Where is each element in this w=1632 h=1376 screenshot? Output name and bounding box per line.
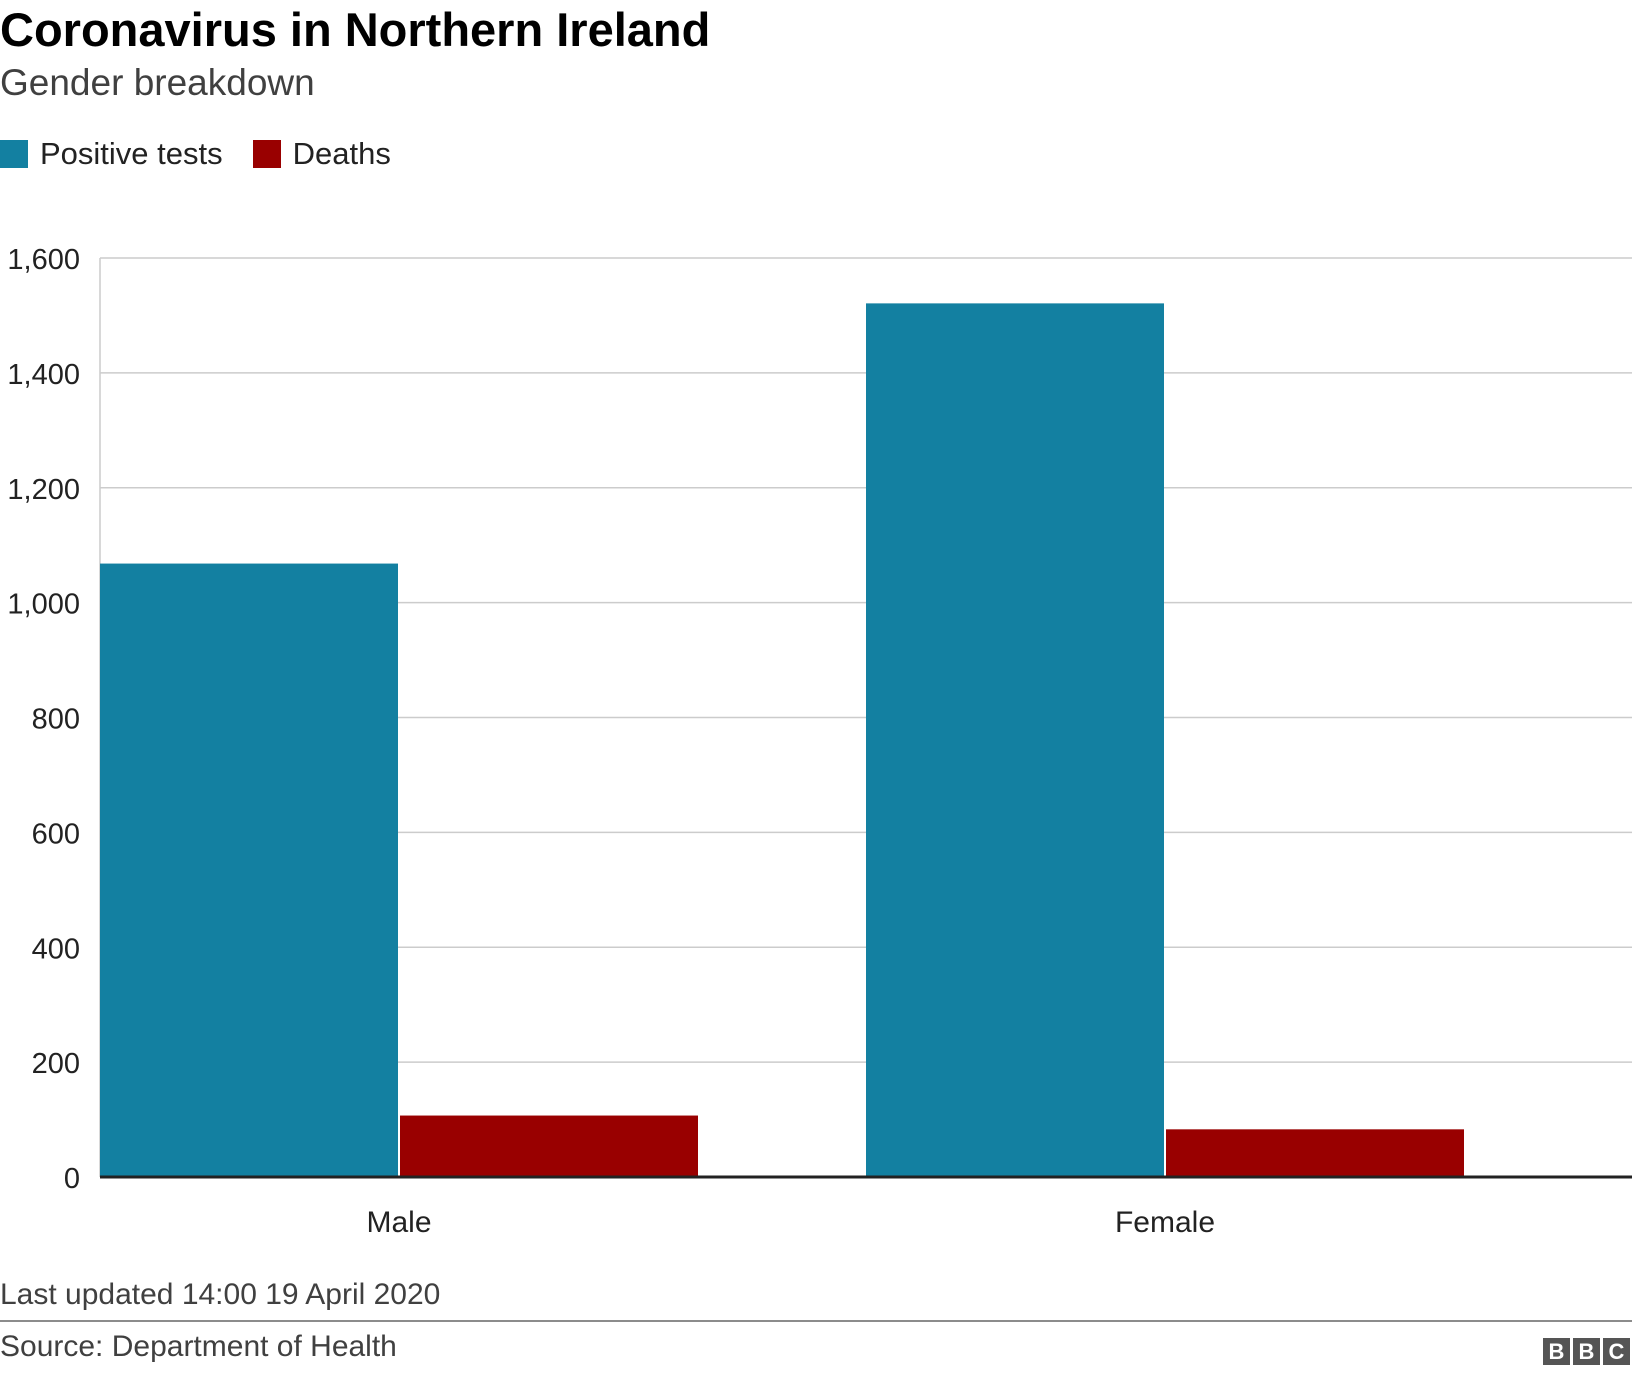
- source-text: Source: Department of Health: [0, 1330, 397, 1363]
- footer-divider: [0, 1320, 1632, 1322]
- x-tick-label: Female: [1115, 1206, 1215, 1239]
- legend-label-positive-tests: Positive tests: [40, 136, 223, 171]
- bar-deaths-male: [400, 1115, 698, 1177]
- y-tick-label: 800: [32, 704, 80, 736]
- bbc-logo-letter-1: B: [1543, 1338, 1570, 1365]
- chart-subtitle: Gender breakdown: [0, 62, 315, 103]
- legend-item-positive-tests: Positive tests: [0, 136, 223, 172]
- y-tick-label: 1,000: [7, 589, 80, 621]
- y-tick-label: 400: [32, 933, 80, 965]
- legend-label-deaths: Deaths: [292, 136, 391, 171]
- x-tick-label: Male: [366, 1206, 431, 1239]
- legend-item-deaths: Deaths: [252, 136, 391, 172]
- bbc-logo-letter-2: B: [1573, 1338, 1600, 1365]
- y-tick-label: 1,200: [7, 474, 80, 506]
- legend-swatch-positive-tests: [0, 140, 28, 168]
- y-tick-label: 600: [32, 818, 80, 850]
- y-tick-label: 1,600: [7, 244, 80, 276]
- y-tick-label: 0: [64, 1163, 80, 1195]
- bar-chart: 0 200 400 600 800 1,000 1,200 1,400 1,600 Male Fem…: [7, 244, 1632, 1239]
- y-tick-label: 1,400: [7, 359, 80, 391]
- bar-deaths-female: [1166, 1129, 1464, 1177]
- bar-positive-tests-female: [866, 303, 1164, 1177]
- legend: Positive tests Deaths: [0, 136, 421, 172]
- y-tick-label: 200: [32, 1048, 80, 1080]
- legend-swatch-deaths: [252, 140, 281, 168]
- bbc-logo: B B C: [1540, 1338, 1630, 1365]
- bar-positive-tests-male: [100, 563, 398, 1177]
- last-updated-text: Last updated 14:00 19 April 2020: [0, 1278, 441, 1311]
- bbc-logo-letter-3: C: [1603, 1338, 1630, 1365]
- chart-title: Coronavirus in Northern Ireland: [0, 3, 711, 56]
